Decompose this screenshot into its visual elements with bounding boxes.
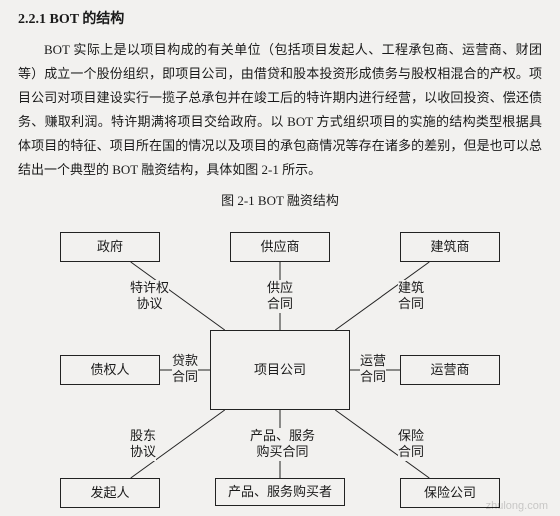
edge-label: 供应合同 — [267, 280, 293, 313]
body-paragraph: BOT 实际上是以项目构成的有关单位（包括项目发起人、工程承包商、运营商、财团等… — [18, 38, 542, 182]
node-sponsor: 发起人 — [60, 478, 160, 508]
edge-label: 保险合同 — [398, 428, 424, 461]
edge-label: 股东协议 — [130, 428, 156, 461]
diagram-caption: 图 2-1 BOT 融资结构 — [0, 190, 560, 209]
node-gov: 政府 — [60, 232, 160, 262]
node-company: 项目公司 — [210, 330, 350, 410]
watermark: zhulong.com — [486, 500, 548, 512]
node-builder: 建筑商 — [400, 232, 500, 262]
node-operator: 运营商 — [400, 355, 500, 385]
node-creditor: 债权人 — [60, 355, 160, 385]
edge-label: 特许权协议 — [130, 280, 169, 313]
node-buyer: 产品、服务购买者 — [215, 478, 345, 506]
edge-label: 运营合同 — [360, 353, 386, 386]
edge-label: 建筑合同 — [398, 280, 424, 313]
edge-label: 贷款合同 — [172, 353, 198, 386]
edge-label: 产品、服务购买合同 — [250, 428, 315, 461]
section-heading: 2.2.1 BOT 的结构 — [18, 8, 542, 28]
node-supplier: 供应商 — [230, 232, 330, 262]
bot-structure-diagram: 图 2-1 BOT 融资结构 政府 供应商 建筑商债权人 项目公司 运营商发起人 产品、服… — [0, 190, 560, 510]
